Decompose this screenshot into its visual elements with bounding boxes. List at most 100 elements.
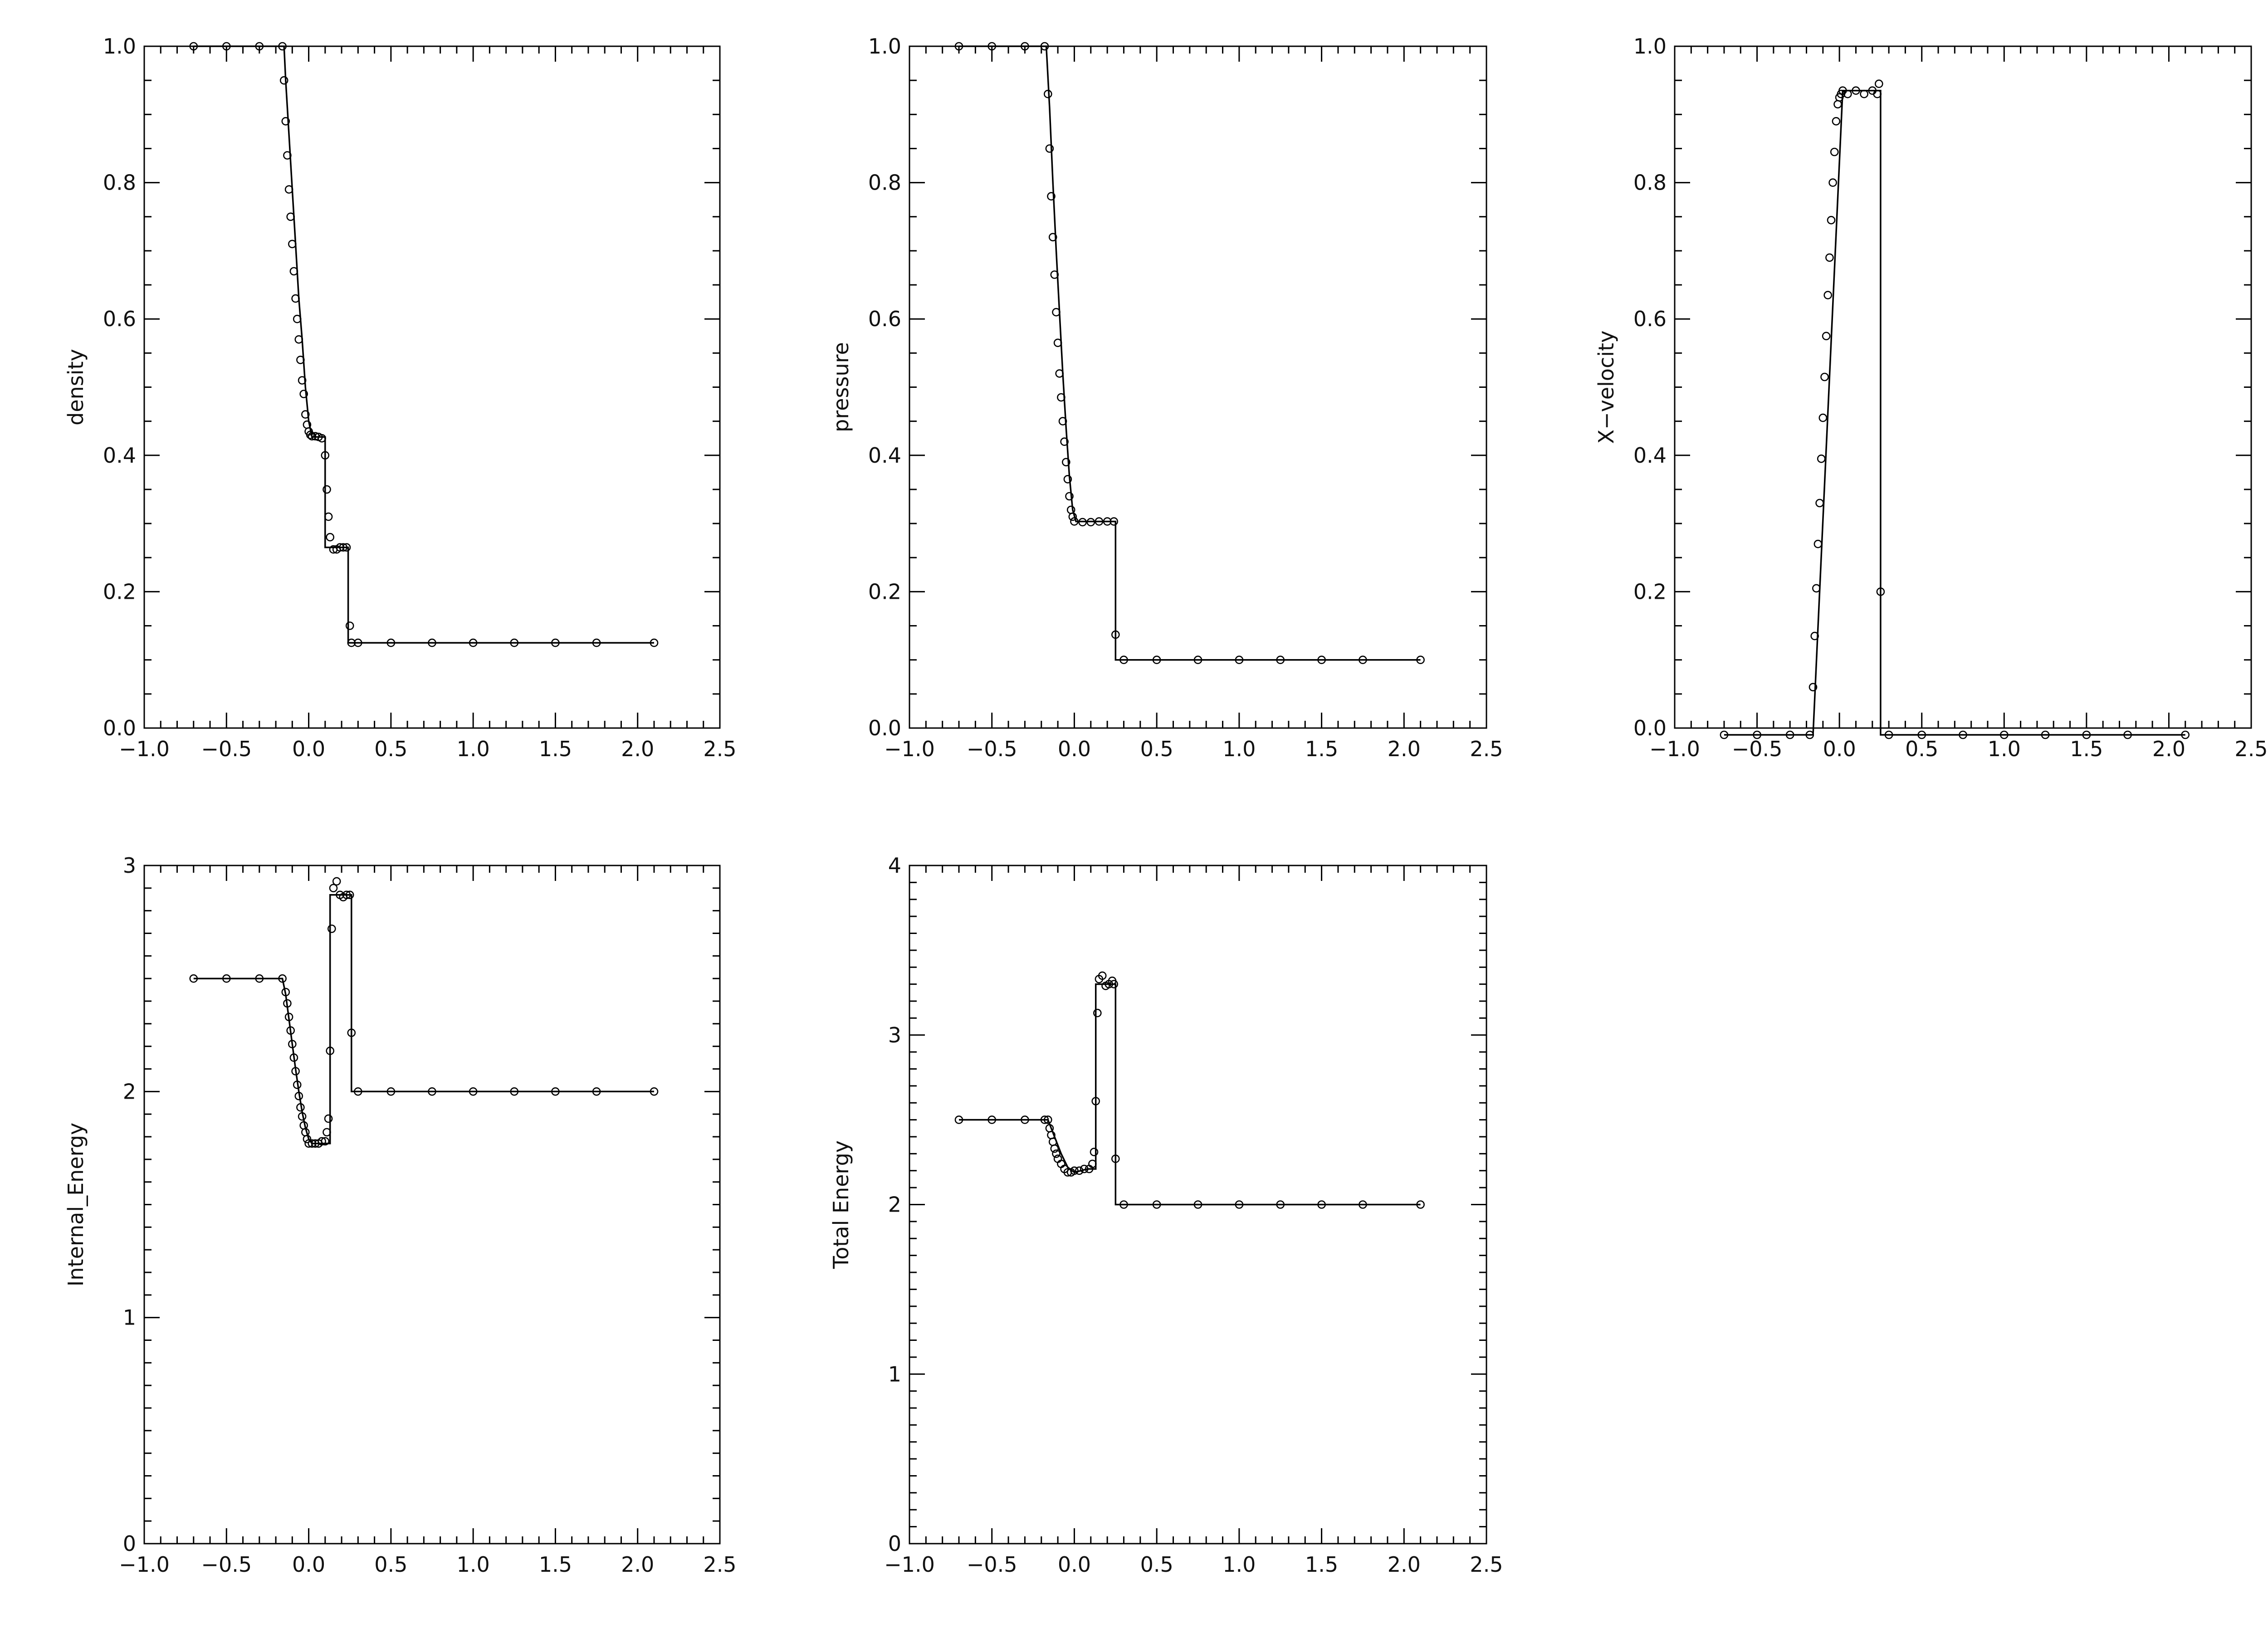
chart0-data-point (283, 151, 292, 160)
chart1-data-point (1119, 655, 1128, 664)
chart0-x-tick-label: −0.5 (201, 737, 252, 761)
chart2-data-point (1823, 291, 1832, 299)
chart1-y-tick-label: 0.4 (868, 443, 901, 468)
chart4-data-point (1091, 1097, 1100, 1105)
chart0-data-point (296, 356, 305, 364)
chart0-data-point (298, 376, 307, 385)
chart3-data-point (291, 1067, 300, 1076)
chart1-data-point (1044, 89, 1052, 98)
chart2-y-tick-label: 0.0 (1633, 716, 1667, 740)
chart0-y-tick-label: 0.0 (103, 716, 136, 740)
chart2-data-point (1805, 730, 1814, 739)
chart3-data-point (189, 974, 198, 983)
chart2-data-point (1874, 79, 1883, 88)
chart3-data-point (286, 1026, 295, 1035)
chart1-y-tick-label: 0.6 (868, 307, 901, 331)
chart1-data-point (1057, 393, 1066, 402)
chart4-x-tick-label: 2.5 (1470, 1552, 1503, 1577)
chart2-data-point (1828, 178, 1837, 187)
chart1-x-tick-label: 1.5 (1305, 737, 1338, 761)
chart2-x-tick-label: −0.5 (1732, 737, 1783, 761)
chart3-data-point (255, 974, 264, 983)
chart1-x-tick-label: 2.5 (1470, 737, 1503, 761)
chart0-plot-frame (143, 45, 721, 729)
chart1-x-tick-label: 2.0 (1388, 737, 1421, 761)
chart0-data-point (293, 314, 302, 323)
chart2-data-point (1753, 730, 1761, 739)
chart3-data-point (284, 1012, 293, 1022)
chart1-data-point (1040, 42, 1049, 51)
chart3-x-tick-label: 2.5 (703, 1552, 736, 1577)
chart2-data-point (1825, 253, 1834, 262)
chart1-x-tick-label: 1.0 (1222, 737, 1256, 761)
chart2-plot-frame (1674, 45, 2252, 729)
chart1-data-point (1066, 505, 1075, 514)
chart0-x-tick-label: 1.5 (539, 737, 572, 761)
chart0-data-point (353, 638, 362, 647)
chart0-data-point (308, 432, 317, 441)
chart0-data-point (510, 638, 519, 647)
chart3-data-point (345, 890, 354, 900)
chart1-data-point (1055, 369, 1064, 378)
chart1-data-point (1070, 517, 1079, 526)
chart2-x-tick-label: 0.5 (1905, 737, 1938, 761)
chart1-data-point (1045, 144, 1054, 153)
chart4-y-tick-label: 2 (888, 1193, 901, 1217)
chart1-data-point (1416, 655, 1425, 664)
chart1-data-point (1235, 655, 1244, 664)
chart1-y-axis-label: pressure (829, 342, 853, 432)
chart0-data-point (289, 267, 298, 276)
chart0-data-point (347, 638, 356, 647)
chart4-x-tick-label: −0.5 (967, 1552, 1017, 1577)
chart2-data-point (1843, 89, 1852, 98)
chart3-data-point (332, 877, 341, 886)
chart2-data-point (1827, 215, 1836, 225)
chart1-y-tick-label: 0.2 (868, 579, 901, 604)
chart2-data-point (1815, 499, 1824, 508)
chart1-data-point (1095, 517, 1104, 526)
chart0-solution-line (193, 45, 654, 644)
chart3-data-point (308, 1139, 317, 1148)
chart4-solution-line (959, 983, 1421, 1206)
chart0-data-point (323, 485, 331, 494)
chart0-x-tick-label: −1.0 (119, 737, 170, 761)
chart1-y-tick-label: 0.8 (868, 171, 901, 195)
chart1-data-point (954, 42, 963, 51)
chart0-data-point (650, 638, 659, 647)
chart2-data-point (1809, 683, 1818, 692)
chart0-x-tick-label: 2.0 (621, 737, 654, 761)
chart3-data-point (650, 1087, 659, 1096)
chart4-data-point (1080, 1164, 1089, 1173)
chart3-data-point (347, 1028, 356, 1037)
chart0-y-tick-label: 0.4 (103, 443, 136, 468)
chart4-data-point (1093, 1008, 1102, 1017)
chart1-data-point (1078, 518, 1087, 527)
chart4-x-tick-label: 1.5 (1305, 1552, 1338, 1577)
chart1-data-point (1110, 517, 1118, 526)
chart3-data-point (278, 974, 287, 983)
chart2-y-tick-label: 0.4 (1633, 443, 1667, 468)
chart4-data-point (1052, 1149, 1061, 1158)
chart2-y-tick-label: 0.6 (1633, 307, 1667, 331)
chart2-data-point (1830, 147, 1839, 156)
chart1-data-point (1053, 338, 1062, 347)
chart2-data-point (1820, 372, 1829, 381)
chart0-data-point (469, 638, 478, 647)
chart-panel-internal-energy: −1.0 −0.5 0.0 0.5 1.0 1.5 2.0 2.5 0 1 2 3 Internal_E… (64, 853, 737, 1577)
chart2-data-point (1720, 730, 1729, 739)
chart1-plot-frame (909, 45, 1487, 729)
chart1-data-point (1047, 192, 1056, 201)
chart4-data-point (1110, 980, 1118, 988)
chart4-data-point (1050, 1144, 1059, 1153)
chart0-data-point (306, 430, 315, 440)
chart2-data-point (2082, 730, 2091, 739)
chart2-data-point (2041, 730, 2050, 739)
chart4-x-tick-label: −1.0 (884, 1552, 935, 1577)
chart0-x-tick-label: 0.0 (292, 737, 325, 761)
chart3-x-tick-label: 0.0 (292, 1552, 325, 1577)
chart4-data-point (1416, 1200, 1425, 1209)
chart2-data-point (1852, 86, 1860, 95)
chart1-data-point (1111, 630, 1120, 639)
chart0-data-point (222, 42, 231, 51)
chart4-data-point (1276, 1200, 1285, 1209)
